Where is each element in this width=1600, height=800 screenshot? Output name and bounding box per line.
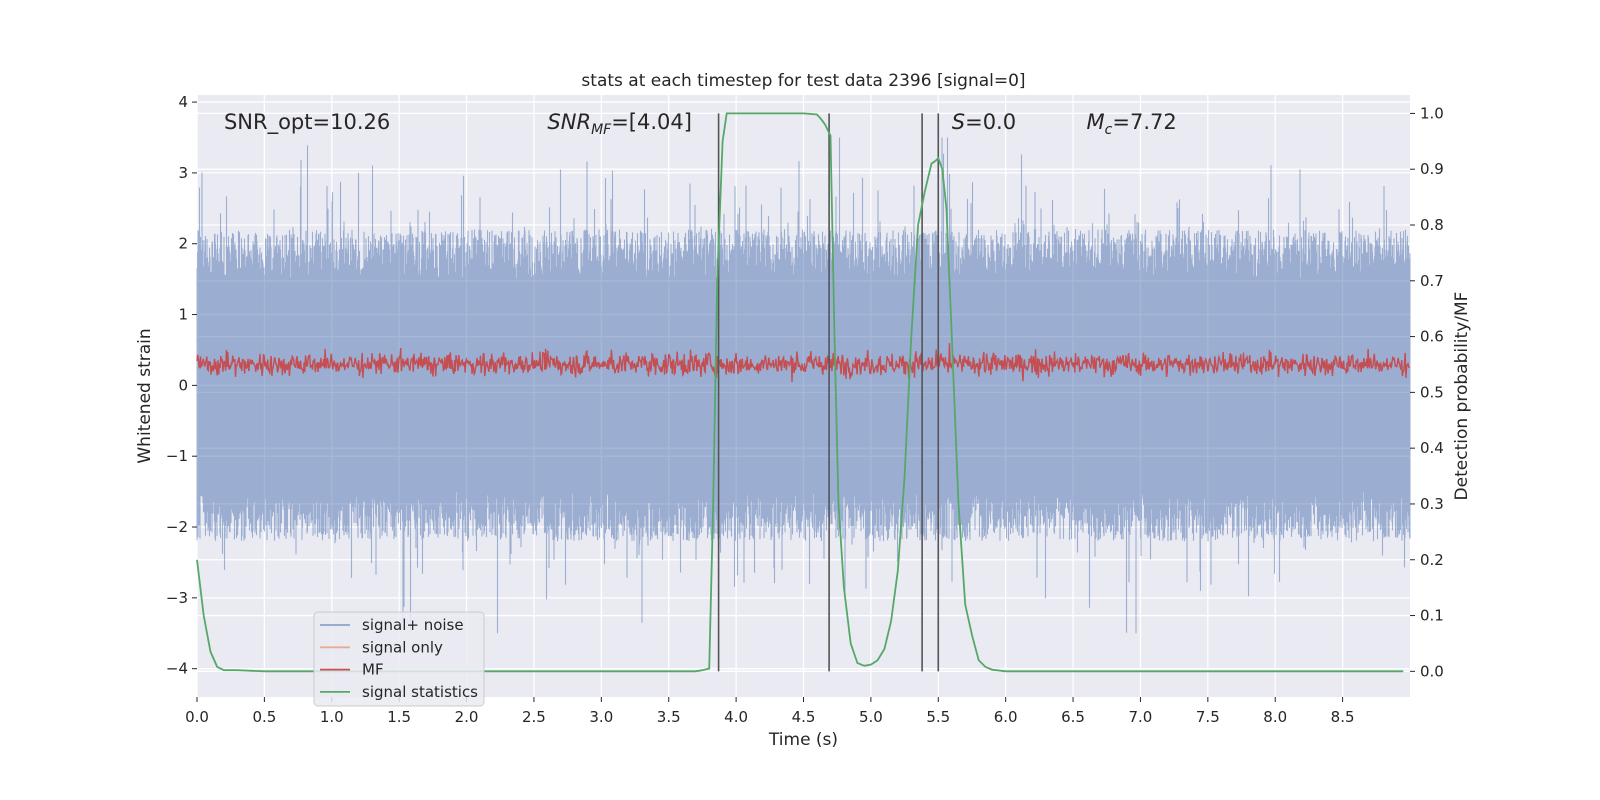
legend-label: signal statistics <box>362 683 478 701</box>
annotation-main: SNR <box>547 110 591 134</box>
mf-series <box>196 343 1410 383</box>
y-tick-label: −1 <box>166 447 188 465</box>
annotations: SNR_opt=10.26 SNRMF=[4.04] S=0.0 Mc=7.72 <box>224 110 1177 138</box>
x-tick-label: 8.5 <box>1331 708 1355 726</box>
x-tick-label: 5.5 <box>926 708 950 726</box>
x-tick-label: 3.0 <box>589 708 613 726</box>
x-tick-label: 4.0 <box>724 708 748 726</box>
y2-tick-label: 0.9 <box>1420 160 1444 178</box>
annotation-suffix: =7.72 <box>1112 110 1176 134</box>
y2-tick-label: 0.0 <box>1420 662 1444 680</box>
y-tick-label: 1 <box>178 306 188 324</box>
y-tick-label: −2 <box>166 518 188 536</box>
chart-title: stats at each timestep for test data 239… <box>581 71 1025 91</box>
x-tick-label: 4.5 <box>792 708 816 726</box>
x-tick-label: 5.0 <box>859 708 883 726</box>
y-tick-label: 2 <box>178 235 188 253</box>
x-tick-label: 7.5 <box>1196 708 1220 726</box>
annotation-main: M <box>1087 110 1105 134</box>
y-tick-label: −4 <box>166 660 188 678</box>
x-tick-label: 6.0 <box>994 708 1018 726</box>
legend-label: MF <box>362 661 384 679</box>
y-tick-label: 3 <box>178 164 188 182</box>
annotation-text: S=0.0 <box>952 110 1016 134</box>
y2-tick-label: 0.1 <box>1420 607 1444 625</box>
annotation-main: S <box>952 110 965 134</box>
signal-noise-series <box>196 137 1411 634</box>
y2-tick-label: 0.5 <box>1420 383 1444 401</box>
y2-axis-label: Detection probability/MF <box>1452 292 1472 501</box>
x-tick-label: 1.5 <box>387 708 411 726</box>
y-tick-label: 0 <box>178 376 188 394</box>
mf-line <box>196 343 1410 383</box>
y2-tick-label: 0.8 <box>1420 216 1444 234</box>
annotation-subscript: c <box>1105 122 1113 138</box>
y-tick-label: 4 <box>178 93 188 111</box>
x-tick-label: 7.0 <box>1129 708 1153 726</box>
legend-label: signal only <box>362 638 443 656</box>
annotation-suffix: =0.0 <box>965 110 1016 134</box>
y2-tick-label: 0.7 <box>1420 272 1444 290</box>
x-tick-label: 1.0 <box>320 708 344 726</box>
x-tick-label: 6.5 <box>1061 708 1085 726</box>
annotation-text: SNRMF=[4.04] <box>547 110 692 138</box>
legend: signal+ noise signal only MF signal statist… <box>313 611 485 707</box>
x-tick-label: 8.0 <box>1263 708 1287 726</box>
annotation-suffix: =[4.04] <box>611 110 692 134</box>
annotation-main: SNR_opt=10.26 <box>224 110 390 135</box>
signal-noise-line <box>196 137 1411 634</box>
y2-tick-label: 0.3 <box>1420 495 1444 513</box>
axis-ticks: 0.0 0.5 1.0 1.5 2.0 2.5 3.0 3.5 4.0 4.5 5.0 5.5 6.0 6… <box>166 93 1444 726</box>
y2-tick-label: 0.4 <box>1420 439 1444 457</box>
signal-statistics-series <box>196 112 1404 673</box>
x-tick-label: 2.0 <box>455 708 479 726</box>
x-tick-label: 0.5 <box>252 708 276 726</box>
y2-tick-label: 1.0 <box>1420 104 1444 122</box>
y2-tick-label: 0.2 <box>1420 551 1444 569</box>
legend-box <box>313 611 485 707</box>
annotation-text: SNR_opt=10.26 <box>224 110 390 135</box>
x-tick-label: 0.0 <box>185 708 209 726</box>
annotation-text: Mc=7.72 <box>1087 110 1177 138</box>
y-tick-label: −3 <box>166 589 188 607</box>
x-axis-label: Time (s) <box>768 730 838 750</box>
x-tick-label: 2.5 <box>522 708 546 726</box>
y-axis-label: Whitened strain <box>135 328 155 463</box>
signal-statistics-line <box>196 112 1404 673</box>
x-tick-label: 3.5 <box>657 708 681 726</box>
legend-label: signal+ noise <box>362 616 464 634</box>
y2-tick-label: 0.6 <box>1420 328 1444 346</box>
annotation-subscript: MF <box>591 122 612 138</box>
